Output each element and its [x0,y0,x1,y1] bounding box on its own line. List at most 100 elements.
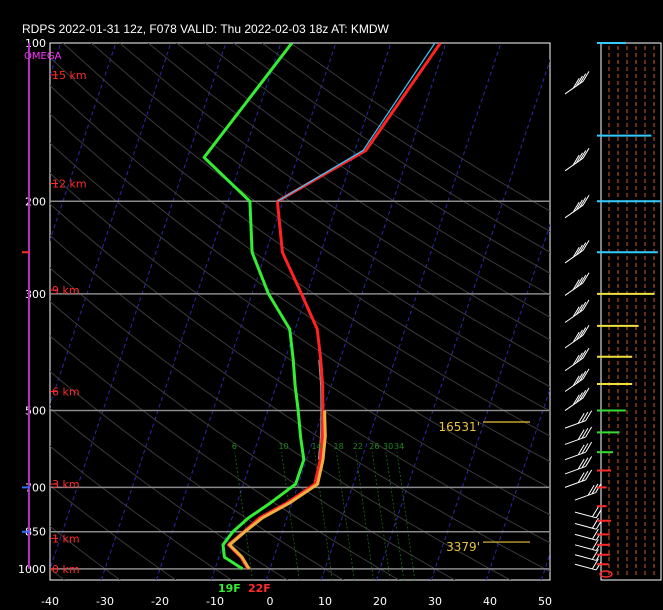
mixing-ratio-line [355,452,374,580]
dry-adiabat-line [119,43,550,341]
y-tick-label: 100 [25,37,46,50]
omega-panel: OMEGA [22,43,62,569]
dry-adiabat-line [90,43,550,364]
dry-adiabat-line [50,300,455,580]
x-tick-label: -10 [206,595,224,608]
wind-barb-flag [582,387,590,399]
wind-barb-flag [572,354,580,366]
height-label: 15 km [52,69,87,82]
wind-barb-flag [581,470,589,482]
isotherm-line [430,223,550,580]
dry-adiabat-line [50,203,550,544]
isotherm-line [0,43,6,580]
mixing-ratio-line [371,452,391,580]
isotherm-line [320,43,502,580]
wind-barb-flag [577,472,585,483]
wind-barb-flag [585,426,593,438]
wind-barb-flag [579,150,587,161]
x-tick-label: -20 [151,595,169,608]
wind-barb-flag [591,549,599,560]
x-tick-label: 40 [483,595,497,608]
dry-adiabat-line [204,43,550,274]
omega-label: OMEGA [24,51,62,62]
wind-barb-flag [591,558,599,570]
grid-lines [0,43,550,580]
height-label: 9 km [52,284,80,297]
wind-barb-flag [582,368,590,380]
wind-barb-flag [572,154,580,166]
wind-barb-flag [591,506,599,518]
dry-adiabat-line [50,142,550,489]
wind-barb-flag [576,352,583,363]
mixing-ratio-line [336,452,355,580]
wind-barb-flag [585,410,593,421]
wind-barb-flag [581,457,589,469]
y-tick-label: 1000 [18,563,46,576]
dry-adiabat-line [50,234,550,573]
x-tick-label: 50 [538,595,552,608]
wind-barb-flag [577,444,585,456]
dry-adiabat-line [50,525,121,580]
isotherm-line [50,43,172,407]
isotherm-line [50,43,227,571]
mixing-ratio-line [234,452,253,580]
wind-barb-flag [572,246,580,258]
isotherm-line [375,59,550,580]
x-tick-label: 10 [318,595,332,608]
wind-barb-flag [576,392,583,403]
wind-barb-flag [585,456,593,467]
level-marker-label: 3379' [446,540,480,554]
mixing-ratio-line [385,452,405,580]
x-tick-label: -40 [41,595,59,608]
height-label: 6 km [52,386,80,399]
profile-series [202,43,442,571]
wind-barb-flag [572,306,580,318]
side-panel-frame [600,42,662,581]
isotherm-line [100,43,282,580]
dry-adiabat-line [50,484,177,580]
level-markers: 6 10 14 18 22 26 30 34 16531' 3379' 19F 22F [218,420,530,595]
dry-adiabat-line [176,43,550,296]
wind-barb-flag [576,329,583,341]
wind-barb-flag [576,75,583,87]
wind-barb-flag [581,411,589,423]
height-label: 0 km [52,563,80,576]
wind-barb-flag [582,272,590,284]
wind-barb-flag [591,539,599,550]
y-tick-label: 700 [25,481,46,494]
x-tick-label: 0 [267,595,274,608]
dry-adiabat-line [50,445,232,580]
isotherm-line [485,387,550,580]
wind-barb-flag [582,71,590,82]
x-tick-label: 30 [428,595,442,608]
dry-adiabat-line [50,56,550,412]
isotherm-line [155,43,337,580]
wind-barb-flag [579,350,587,361]
height-labels: 15 km 12 km 9 km 6 km 3 km 1 km 0 km [50,69,87,576]
wind-barb-flag [572,279,580,290]
dry-adiabat-line [50,267,511,580]
height-label: 1 km [52,532,80,545]
x-tick-label: 20 [373,595,387,608]
level-marker-label: 16531' [439,420,480,434]
dry-adiabat-line [50,335,400,580]
mixing-ratio-label: 10 [279,442,289,451]
wind-barb-flag [587,485,595,496]
isotherm-line [265,43,447,580]
mixing-ratio-label: 34 [394,442,404,451]
dry-adiabat-line [50,172,550,516]
wind-barb-flag [576,244,583,256]
isotherm-line [50,43,117,242]
wind-barb-flag [591,528,599,540]
mixing-ratio-label: 14 [312,442,322,451]
wind-barb-flag [582,347,590,359]
wind-barb-flag [579,327,587,338]
virtual-temp-aloft-line [317,359,322,460]
wind-barb-flag [579,301,587,313]
height-label: 12 km [52,177,87,190]
wind-barbs [564,71,603,571]
wind-barb-flag [572,331,580,343]
y-tick-label: 300 [25,288,46,301]
wetbulb-line [277,43,436,202]
